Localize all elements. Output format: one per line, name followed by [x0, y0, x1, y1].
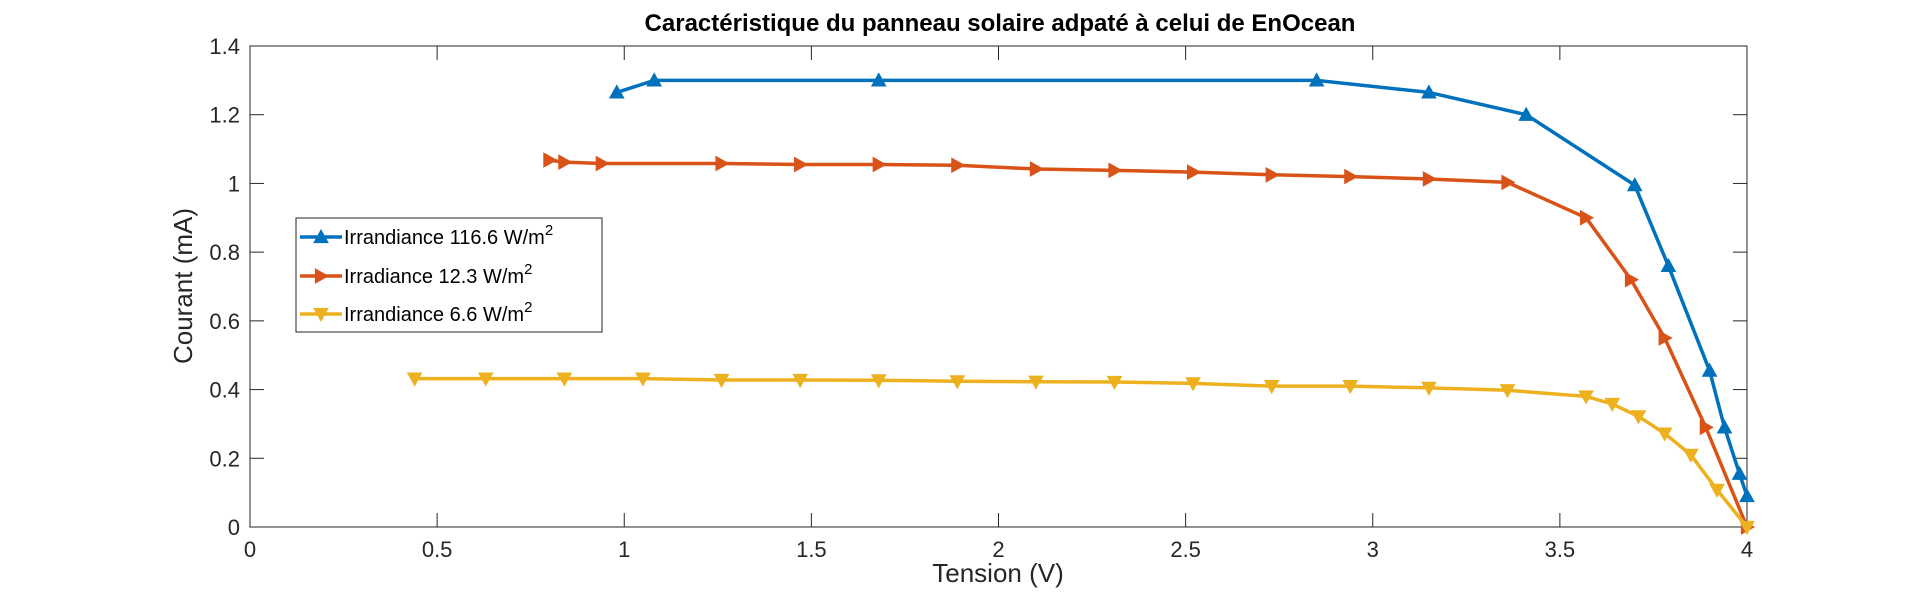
data-point: [1499, 384, 1516, 399]
y-tick-label: 1.4: [209, 34, 240, 59]
series-line: [414, 376, 1749, 529]
data-point: [1658, 330, 1673, 346]
data-point: [1624, 271, 1640, 288]
data-point: [872, 156, 887, 173]
data-point: [608, 84, 625, 99]
data-point: [1683, 448, 1699, 463]
data-point: [595, 155, 610, 172]
data-point: [646, 72, 663, 87]
data-point: [1626, 177, 1643, 192]
data-point: [1739, 488, 1755, 503]
x-tick-label: 0: [244, 537, 256, 562]
data-point: [1342, 380, 1359, 395]
series-2: [543, 152, 1756, 535]
y-axis-label: Courant (mA): [168, 208, 198, 364]
data-point: [1187, 164, 1202, 180]
data-point: [1421, 84, 1437, 99]
data-point: [1344, 168, 1359, 185]
data-point: [1709, 483, 1725, 498]
data-point: [792, 373, 808, 388]
x-tick-label: 0.5: [422, 537, 453, 562]
data-point: [951, 157, 966, 174]
data-point: [1108, 162, 1123, 179]
data-point: [949, 375, 966, 390]
data-point: [1604, 397, 1621, 413]
data-point: [715, 155, 730, 172]
y-tick-label: 0.8: [209, 240, 240, 265]
data-point: [870, 72, 887, 87]
legend-label-superscript: 2: [524, 261, 532, 278]
data-point: [1422, 171, 1437, 187]
series-layer: [406, 72, 1756, 536]
data-point: [1630, 410, 1647, 425]
legend-label: Irradiance 12.3 W/m2: [344, 261, 532, 288]
legend-marker: [313, 228, 329, 244]
y-tick-label: 1.2: [209, 103, 240, 128]
legend-label-text: Irrandiance 6.6 W/m: [344, 304, 524, 326]
y-tick-label: 0.4: [209, 378, 240, 403]
data-point: [1265, 166, 1280, 183]
data-point: [1739, 520, 1755, 536]
data-point: [1716, 419, 1733, 434]
y-axis: 0 0.2 0.4 0.6 0.8 1 1.2 1.4: [209, 34, 1747, 540]
data-point: [1660, 257, 1677, 272]
legend-label-superscript: 2: [545, 222, 553, 239]
legend-label: Irrandiance 116.6 W/m2: [344, 222, 553, 249]
data-point: [1028, 375, 1044, 390]
x-tick-label: 1: [618, 537, 630, 562]
data-point: [1518, 106, 1535, 121]
x-tick-label: 3.5: [1545, 537, 1576, 562]
legend-label-text: Irradiance 12.3 W/m: [344, 266, 524, 288]
legend-box: [295, 217, 603, 333]
x-tick-label: 2: [992, 537, 1004, 562]
data-point: [1308, 72, 1325, 87]
data-point: [558, 154, 573, 170]
series-line: [616, 78, 1749, 497]
chart-title: Caractéristique du panneau solaire adpat…: [645, 10, 1356, 37]
data-point: [870, 374, 887, 389]
data-point: [1106, 375, 1123, 391]
legend-label: Irrandiance 6.6 W/m2: [344, 299, 532, 326]
legend-label-text: Irrandiance 116.6 W/m: [344, 227, 545, 249]
data-point: [1701, 362, 1718, 377]
series-3: [406, 372, 1755, 536]
data-point: [406, 372, 423, 387]
data-point: [556, 372, 573, 387]
data-point: [713, 373, 730, 388]
legend-marker: [314, 268, 330, 284]
series-1: [608, 72, 1755, 503]
x-axis: 0 0.5 1 1.5 2 2.5 3 3.5 4: [244, 46, 1753, 562]
data-point: [1578, 390, 1594, 405]
data-point: [1421, 381, 1437, 396]
data-point: [1029, 161, 1044, 177]
legend-marker: [313, 307, 329, 323]
data-point: [1699, 419, 1714, 436]
data-point: [635, 372, 651, 387]
data-point: [1579, 209, 1595, 226]
x-tick-label: 1.5: [796, 537, 827, 562]
data-point: [477, 372, 494, 387]
data-point: [1185, 377, 1201, 392]
y-tick-label: 0.6: [209, 309, 240, 334]
data-point: [1656, 427, 1673, 442]
legend-label-superscript: 2: [524, 299, 532, 316]
x-tick-label: 3: [1367, 537, 1379, 562]
data-point: [1731, 465, 1748, 480]
data-point: [1263, 380, 1280, 395]
y-tick-label: 0: [228, 515, 240, 540]
data-point: [1501, 174, 1516, 191]
y-tick-label: 1: [228, 171, 240, 196]
data-point: [543, 152, 558, 168]
data-point: [794, 156, 809, 173]
x-tick-label: 2.5: [1170, 537, 1201, 562]
y-tick-label: 0.2: [209, 446, 240, 471]
x-tick-label: 4: [1741, 537, 1753, 562]
x-axis-label: Tension (V): [932, 558, 1064, 588]
